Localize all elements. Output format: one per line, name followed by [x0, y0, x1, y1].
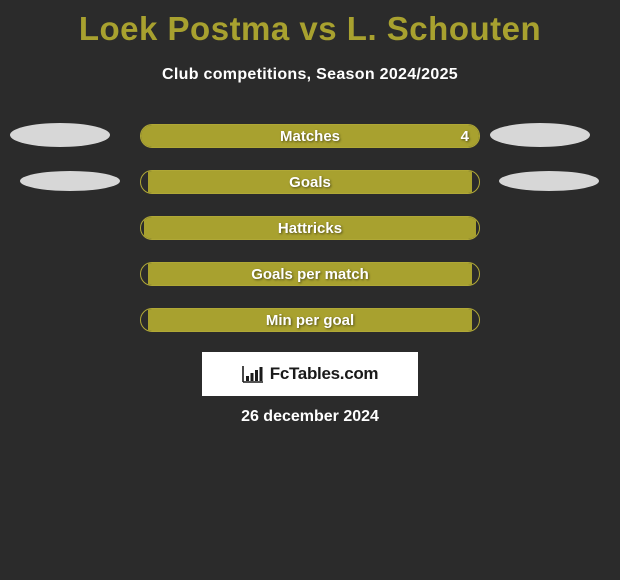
- date-text: 26 december 2024: [0, 408, 620, 426]
- stat-bar: Goals per match: [140, 262, 480, 286]
- stat-row: Goals: [0, 170, 620, 194]
- stat-label: Goals: [141, 174, 479, 191]
- subtitle: Club competitions, Season 2024/2025: [0, 66, 620, 84]
- stat-row: Hattricks: [0, 216, 620, 240]
- stat-label: Goals per match: [141, 266, 479, 283]
- ellipse-right: [490, 123, 590, 147]
- stat-value: 4: [461, 128, 469, 145]
- badge-inner: FcTables.com: [242, 364, 379, 384]
- stat-bar: Goals: [140, 170, 480, 194]
- ellipse-left: [10, 123, 110, 147]
- stat-bar: Hattricks: [140, 216, 480, 240]
- bar-chart-icon: [242, 365, 264, 383]
- stat-bar: Matches4: [140, 124, 480, 148]
- stat-row: Goals per match: [0, 262, 620, 286]
- page-title: Loek Postma vs L. Schouten: [0, 0, 620, 48]
- stats-infographic: Loek Postma vs L. Schouten Club competit…: [0, 0, 620, 580]
- stat-bar: Min per goal: [140, 308, 480, 332]
- stat-label: Min per goal: [141, 312, 479, 329]
- stat-row: Min per goal: [0, 308, 620, 332]
- stat-rows: Matches4 Goals Hattricks Goals per match Min…: [0, 124, 620, 332]
- stat-label: Matches: [141, 128, 479, 145]
- ellipse-left: [20, 171, 120, 191]
- stat-row: Matches4: [0, 124, 620, 148]
- source-badge: FcTables.com: [202, 352, 418, 396]
- ellipse-right: [499, 171, 599, 191]
- stat-label: Hattricks: [141, 220, 479, 237]
- badge-text: FcTables.com: [270, 364, 379, 384]
